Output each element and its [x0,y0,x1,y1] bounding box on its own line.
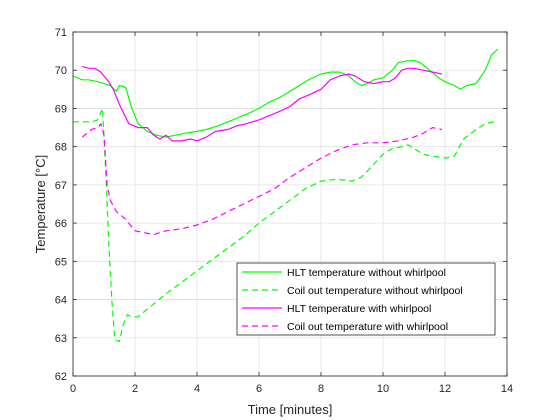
y-tick-label: 65 [55,256,67,268]
y-tick-labels: 62 63 64 65 66 67 68 69 70 71 [55,27,67,383]
y-tick-label: 69 [55,103,67,115]
x-tick-labels: 0 2 4 6 8 10 12 14 [70,383,513,395]
x-axis-label: Time [minutes] [248,402,333,417]
legend: HLT temperature without whirlpool Coil ou… [236,262,496,336]
y-tick-label: 67 [55,180,67,192]
x-tick-label: 4 [194,383,200,395]
y-tick-label: 71 [55,27,67,39]
y-tick-label: 62 [55,371,67,383]
y-tick-label: 63 [55,333,67,345]
y-axis-label: Temperature [°C] [33,155,48,253]
legend-label-3: HLT temperature with whirlpool [287,303,431,315]
x-tick-label: 2 [132,383,138,395]
series-line-1 [72,48,499,138]
x-tick-label: 8 [318,383,324,395]
series-group [72,48,499,343]
legend-box [236,262,496,336]
x-tick-label: 10 [377,383,389,395]
series-line-3 [82,65,443,142]
y-tick-label: 66 [55,218,67,230]
x-tick-label: 6 [256,383,262,395]
y-tick-label: 64 [55,295,67,307]
x-tick-label: 12 [439,383,451,395]
axes-box [72,31,508,377]
x-tick-label: 0 [70,383,76,395]
y-tick-label: 68 [55,142,67,154]
legend-label-1: HLT temperature without whirlpool [287,267,446,279]
legend-label-4: Coil out temperature with whirlpool [287,321,448,333]
x-tick-label: 14 [501,383,513,395]
ticks [72,31,508,377]
series-line-2 [73,107,495,343]
y-tick-label: 70 [55,65,67,77]
legend-label-2: Coil out temperature without whirlpool [287,285,463,297]
